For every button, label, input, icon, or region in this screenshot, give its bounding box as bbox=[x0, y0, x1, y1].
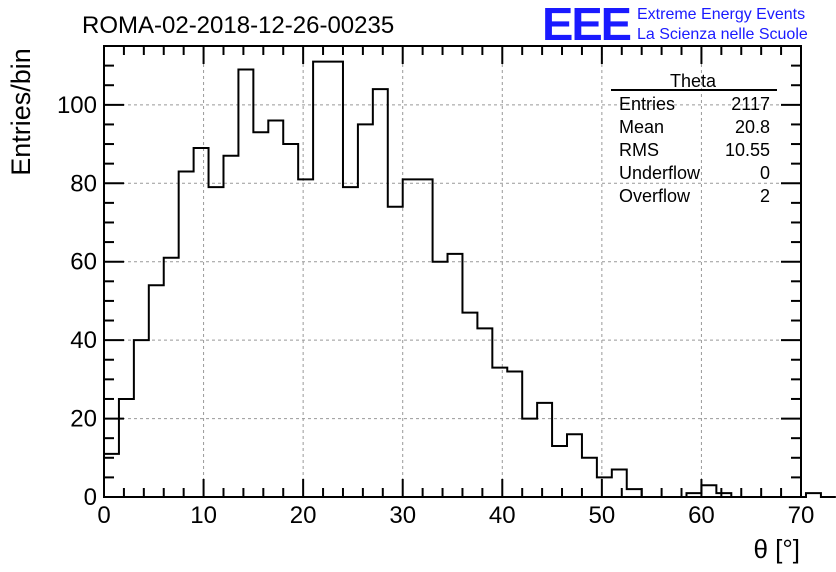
x-tick-label: 60 bbox=[688, 502, 715, 529]
eee-logo: EEE Extreme Energy Events La Scienza nel… bbox=[542, 0, 808, 50]
x-tick-label: 50 bbox=[589, 502, 616, 529]
stats-title: Theta bbox=[670, 71, 717, 91]
stats-row-label: RMS bbox=[619, 140, 659, 160]
x-tick-label: 20 bbox=[290, 502, 317, 529]
stats-row-value: 2117 bbox=[731, 94, 770, 114]
x-tick-label: 70 bbox=[788, 502, 815, 529]
x-axis-label: θ [°] bbox=[753, 534, 800, 564]
y-axis-label: Entries/bin bbox=[6, 48, 36, 176]
axis-ticks bbox=[103, 45, 802, 498]
stats-row-value: 10.55 bbox=[725, 140, 770, 160]
stats-row-label: Overflow bbox=[619, 186, 691, 206]
stats-row-value: 0 bbox=[760, 163, 770, 183]
logo-subtitle-line1: Extreme Energy Events bbox=[637, 6, 805, 23]
plot-frame bbox=[103, 45, 802, 498]
x-tick-label: 10 bbox=[190, 502, 217, 529]
chart-title: ROMA-02-2018-12-26-00235 bbox=[82, 12, 394, 39]
stats-row-label: Entries bbox=[619, 94, 675, 114]
y-tick-label: 40 bbox=[70, 327, 97, 354]
stats-row-value: 20.8 bbox=[735, 117, 770, 137]
stats-row-label: Underflow bbox=[619, 163, 701, 183]
stats-row-label: Mean bbox=[619, 117, 664, 137]
y-tick-label: 100 bbox=[57, 92, 97, 119]
eee-logo-text: EEE bbox=[542, 0, 630, 50]
y-tick-label: 60 bbox=[70, 249, 97, 276]
x-tick-label: 30 bbox=[389, 502, 416, 529]
x-tick-label: 0 bbox=[97, 502, 110, 529]
histogram-series-line bbox=[103, 60, 836, 498]
stats-box: Theta Entries 2117 Mean 20.8 RMS 10.55 Underfl… bbox=[611, 71, 777, 206]
y-tick-label: 0 bbox=[84, 484, 97, 511]
y-tick-label: 20 bbox=[70, 406, 97, 433]
y-tick-label: 80 bbox=[70, 170, 97, 197]
x-tick-label: 40 bbox=[489, 502, 516, 529]
logo-subtitle-line2: La Scienza nelle Scuole bbox=[637, 26, 808, 43]
grid-lines bbox=[104, 46, 801, 497]
stats-row-value: 2 bbox=[760, 186, 770, 206]
